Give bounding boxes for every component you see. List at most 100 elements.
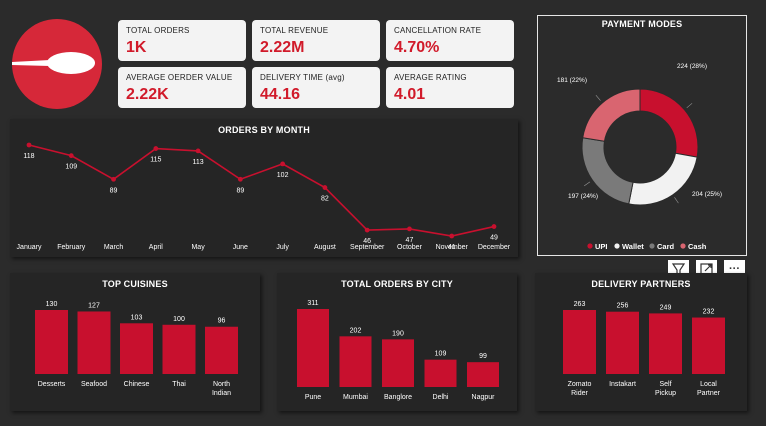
data-label: 109 bbox=[65, 164, 77, 171]
leader-line bbox=[674, 197, 679, 204]
x-tick-label: Pickup bbox=[655, 390, 676, 397]
line-point bbox=[237, 176, 243, 182]
line-point bbox=[449, 233, 455, 239]
kpi-label: CANCELLATION RATE bbox=[394, 26, 482, 35]
data-label: 224 (28%) bbox=[677, 63, 707, 70]
legend-marker bbox=[680, 243, 686, 249]
leader-line bbox=[686, 103, 693, 109]
chart-title: ORDERS BY MONTH bbox=[218, 125, 310, 135]
chart-title: PAYMENT MODES bbox=[601, 19, 683, 29]
top-cuisines-panel[interactable]: TOP CUISINES 130 Desserts 127 Seafood 103 Chi… bbox=[10, 273, 260, 411]
legend-label: Wallet bbox=[622, 242, 644, 251]
data-label: 49 bbox=[490, 235, 498, 242]
data-label: 115 bbox=[150, 157, 161, 164]
x-tick-label: October bbox=[397, 244, 423, 251]
data-label: 256 bbox=[617, 303, 629, 310]
x-tick-label: Pune bbox=[305, 394, 321, 401]
kpi-label: TOTAL ORDERS bbox=[126, 26, 190, 35]
payment-modes-chart: 224 (28%) 204 (25%) 197 (24%) 181 (22%) UPI W… bbox=[557, 63, 722, 251]
x-tick-label: Zomato bbox=[568, 381, 592, 388]
bar bbox=[382, 339, 414, 387]
orders-by-month-chart: 118 January 109 February 89 March 115 April 113 M… bbox=[17, 142, 511, 251]
data-label: 311 bbox=[307, 300, 318, 307]
x-tick-label: December bbox=[478, 244, 511, 251]
data-label: 204 (25%) bbox=[692, 191, 722, 198]
kpi-average-order-value[interactable]: AVERAGE OERDER VALUE 2.22K bbox=[118, 67, 246, 108]
x-tick-label: November bbox=[436, 244, 469, 251]
x-tick-label: Desserts bbox=[38, 381, 66, 388]
orders-by-month-panel[interactable]: ORDERS BY MONTH 118 January 109 February 89 M… bbox=[10, 119, 518, 257]
delivery-partners-panel[interactable]: DELIVERY PARTNERS 263 Zomato Rider 256 Insta… bbox=[535, 273, 747, 411]
bar bbox=[424, 359, 457, 387]
x-tick-label: Banglore bbox=[384, 394, 412, 401]
spoon-logo bbox=[12, 19, 102, 109]
data-label: 89 bbox=[236, 187, 244, 194]
chart-title: TOTAL ORDERS BY CITY bbox=[341, 279, 453, 289]
payment-modes-panel[interactable]: PAYMENT MODES 224 (28%) 204 (25%) 197 (24%… bbox=[537, 15, 747, 256]
spoon-icon bbox=[12, 52, 95, 74]
chart-title: DELIVERY PARTNERS bbox=[591, 279, 691, 289]
kpi-delivery-time[interactable]: DELIVERY TIME (avg) 44.16 bbox=[252, 67, 380, 108]
kpi-total-orders[interactable]: TOTAL ORDERS 1K bbox=[118, 20, 246, 61]
legend-marker bbox=[614, 243, 620, 249]
legend-marker bbox=[587, 243, 593, 249]
x-tick-label: Partner bbox=[697, 390, 721, 397]
kpi-average-rating[interactable]: AVERAGE RATING 4.01 bbox=[386, 67, 514, 108]
legend-marker bbox=[649, 243, 655, 249]
line-point bbox=[364, 227, 370, 233]
x-tick-label: Self bbox=[659, 381, 671, 388]
bar bbox=[467, 362, 499, 387]
kpi-label: AVERAGE RATING bbox=[394, 73, 467, 82]
data-label: 127 bbox=[88, 302, 100, 309]
x-tick-label: September bbox=[350, 244, 385, 251]
x-tick-label: June bbox=[233, 244, 248, 251]
data-label: 181 (22%) bbox=[557, 77, 587, 84]
orders-by-city-panel[interactable]: TOTAL ORDERS BY CITY 311 Pune 202 Mumbai 190… bbox=[277, 273, 517, 411]
data-label: 103 bbox=[131, 314, 143, 321]
line-point bbox=[195, 148, 201, 154]
kpi-label: AVERAGE OERDER VALUE bbox=[126, 73, 233, 82]
data-label: 197 (24%) bbox=[568, 193, 598, 200]
line-point bbox=[111, 176, 116, 182]
kpi-value: 4.70% bbox=[394, 39, 440, 56]
x-tick-label: Chinese bbox=[124, 381, 150, 388]
bar bbox=[606, 311, 639, 374]
data-label: 96 bbox=[218, 318, 226, 325]
data-label: 263 bbox=[574, 301, 586, 308]
legend-label: Card bbox=[657, 242, 675, 251]
donut-slice bbox=[582, 88, 641, 142]
line-point bbox=[153, 146, 159, 151]
kpi-cancellation-rate[interactable]: CANCELLATION RATE 4.70% bbox=[386, 20, 514, 61]
x-tick-label: July bbox=[276, 244, 289, 251]
donut-slice bbox=[628, 152, 698, 206]
x-tick-label: January bbox=[17, 244, 42, 251]
x-tick-label: North bbox=[213, 381, 230, 388]
kpi-total-revenue[interactable]: TOTAL REVENUE 2.22M bbox=[252, 20, 380, 61]
kpi-value: 2.22K bbox=[126, 86, 169, 103]
data-label: 89 bbox=[110, 187, 118, 194]
line-series bbox=[28, 144, 495, 237]
bar bbox=[692, 317, 725, 374]
leader-line bbox=[595, 95, 601, 101]
line-point bbox=[68, 153, 74, 159]
x-tick-label: May bbox=[191, 244, 205, 251]
line-point bbox=[407, 226, 412, 232]
data-label: 47 bbox=[406, 237, 414, 244]
x-tick-label: August bbox=[314, 244, 336, 251]
line-point bbox=[491, 224, 497, 229]
kpi-value: 1K bbox=[126, 39, 147, 56]
donut-slice bbox=[639, 88, 699, 158]
data-label: 118 bbox=[23, 153, 34, 160]
kpi-label: TOTAL REVENUE bbox=[260, 26, 329, 35]
kpi-value: 4.01 bbox=[394, 86, 426, 103]
x-tick-label: Instakart bbox=[609, 381, 636, 388]
chart-title: TOP CUISINES bbox=[102, 279, 168, 289]
data-label: 232 bbox=[703, 309, 715, 316]
data-label: 190 bbox=[392, 330, 404, 337]
x-tick-label: Rider bbox=[571, 390, 588, 397]
data-label: 46 bbox=[363, 238, 371, 245]
x-tick-label: February bbox=[57, 244, 86, 251]
kpi-label: DELIVERY TIME (avg) bbox=[260, 73, 345, 82]
delivery-partners-chart: 263 Zomato Rider 256 Instakart 249 Self Pickup 2… bbox=[563, 301, 725, 397]
top-cuisines-chart: 130 Desserts 127 Seafood 103 Chinese 100 Thai 96… bbox=[35, 301, 238, 397]
